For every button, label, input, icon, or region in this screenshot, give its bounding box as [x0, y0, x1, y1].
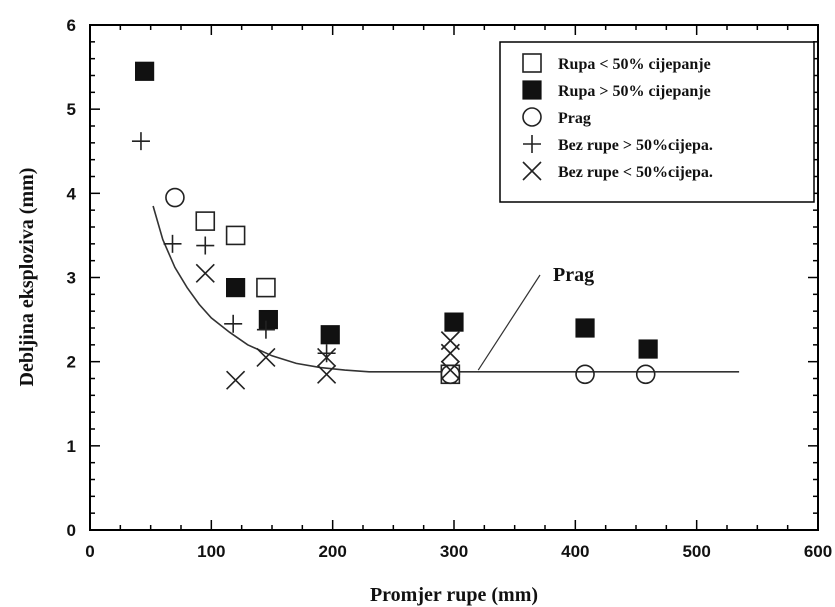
point-series-3: [256, 320, 275, 339]
point-series-4: [256, 347, 276, 368]
y-tick-label: 3: [67, 269, 76, 288]
point-series-3: [224, 314, 243, 333]
point-series-2: [575, 364, 595, 385]
legend-marker-3: [523, 135, 541, 153]
x-stroke-b: [195, 263, 215, 283]
point-series-0: [195, 211, 216, 231]
point-series-4: [317, 364, 337, 384]
point-series-1: [638, 339, 658, 359]
legend-label-bez-rupe-more: Bez rupe > 50%cijepa.: [558, 137, 713, 154]
legend-label-rupa-less: Rupa < 50% cijepanje: [558, 56, 711, 73]
x-stroke-b: [440, 331, 460, 351]
x-stroke-b: [522, 161, 542, 181]
point-series-1: [226, 278, 246, 298]
x-stroke-b: [317, 347, 337, 368]
x-tick-label: 200: [318, 542, 346, 561]
x-stroke-b: [317, 364, 337, 384]
point-series-1: [135, 61, 155, 81]
point-series-4: [195, 263, 215, 283]
y-tick-label: 0: [67, 521, 76, 540]
point-series-0: [256, 277, 276, 298]
x-tick-label: 100: [197, 542, 225, 561]
legend-marker-0: [522, 53, 542, 73]
point-series-4: [317, 347, 337, 368]
legend-marker-4: [522, 161, 542, 181]
point-series-1: [444, 312, 464, 332]
y-axis-title: Debljina eksploziva (mm): [16, 168, 38, 387]
y-tick-label: 1: [67, 437, 76, 456]
point-series-2: [440, 364, 461, 385]
y-tick-label: 6: [67, 16, 76, 35]
point-series-4: [440, 331, 460, 351]
point-series-2: [635, 364, 656, 385]
legend-markers: [522, 53, 542, 181]
point-series-3: [317, 344, 336, 363]
legend-label-rupa-more: Rupa > 50% cijepanje: [558, 83, 711, 100]
x-stroke-b: [226, 370, 246, 390]
y-tick-label: 4: [67, 184, 77, 203]
legend-marker-1: [522, 80, 542, 100]
x-stroke-b: [256, 347, 276, 368]
x-tick-label: 300: [440, 542, 468, 561]
point-series-4: [226, 370, 246, 390]
point-series-3: [196, 236, 215, 255]
point-series-3: [131, 132, 150, 151]
legend-label-prag: Prag: [558, 110, 591, 127]
x-axis-title: Promjer rupe (mm): [370, 584, 538, 606]
y-tick-label: 2: [67, 353, 76, 372]
annotation-leader-line: [477, 274, 541, 371]
legend-marker-2: [522, 107, 542, 127]
legend: Rupa < 50% cijepanje Rupa > 50% cijepanj…: [499, 41, 815, 203]
axis-tick-labels: 0 100 200 300 400 500 600 0 1 2 3 4 5 6: [67, 16, 833, 561]
annotation-label: Prag: [553, 264, 594, 286]
point-series-1: [320, 325, 340, 345]
x-tick-label: 0: [85, 542, 94, 561]
x-stroke-b: [440, 360, 460, 380]
legend-box: [499, 41, 815, 203]
point-series-3: [163, 234, 182, 253]
legend-label-bez-rupe-less: Bez rupe < 50%cijepa.: [558, 164, 713, 181]
y-tick-label: 5: [67, 100, 76, 119]
data-points: [131, 61, 658, 390]
point-series-0: [225, 225, 246, 246]
x-tick-label: 400: [561, 542, 589, 561]
point-series-1: [575, 318, 595, 338]
point-series-1: [258, 309, 278, 330]
x-tick-label: 600: [804, 542, 832, 561]
x-tick-label: 500: [682, 542, 710, 561]
point-series-2: [165, 187, 185, 208]
point-series-4: [440, 360, 460, 380]
